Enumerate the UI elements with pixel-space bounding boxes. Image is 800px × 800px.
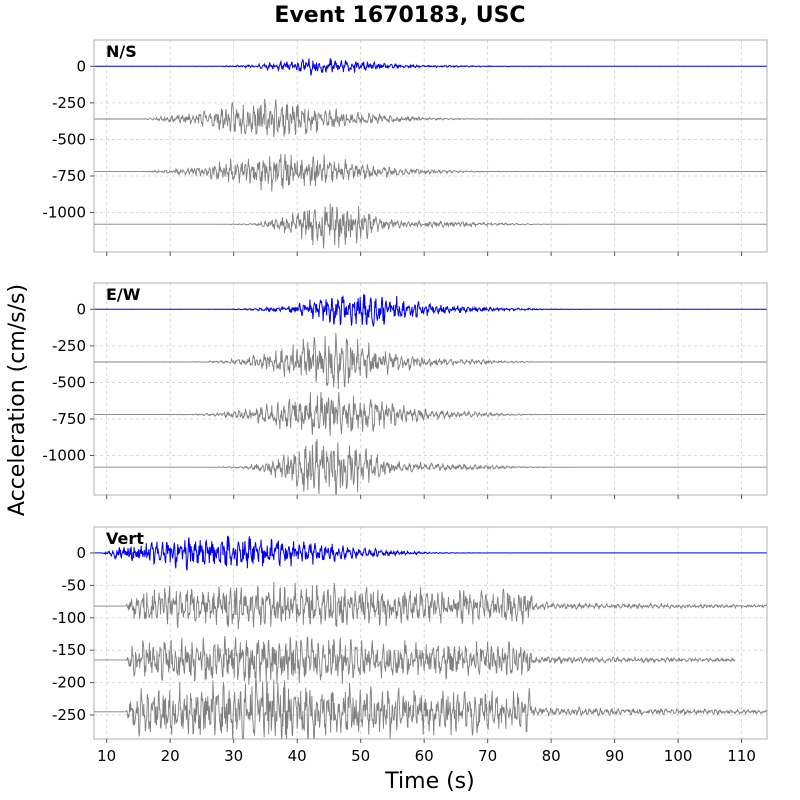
synthetic-trace-2 <box>94 635 736 686</box>
y-axis-label: Acceleration (cm/s/s) <box>5 284 30 516</box>
panel-vert: 0 -50 -100 -150 -200 -250 10 20 30 40 50 60 70 80 90 10… <box>52 526 768 765</box>
y-tick-label: 0 <box>76 57 86 75</box>
x-tick-label: 50 <box>351 747 370 765</box>
x-tick-label: 40 <box>288 747 307 765</box>
x-tick-label: 10 <box>97 747 116 765</box>
y-tick-label: -250 <box>52 337 86 355</box>
plot-frame <box>93 39 768 253</box>
y-tick-label: -50 <box>62 576 87 594</box>
y-tick-label: -250 <box>52 706 86 724</box>
y-tick-label: -750 <box>52 167 86 185</box>
y-tick-label: 0 <box>76 300 86 318</box>
x-tick-label: 20 <box>161 747 180 765</box>
synthetic-trace-2 <box>94 391 767 436</box>
x-tick-label: 100 <box>664 747 693 765</box>
plot-frame <box>93 526 768 740</box>
y-tick-label: -500 <box>52 373 86 391</box>
x-tick-label: 90 <box>605 747 624 765</box>
y-tick-label: -500 <box>52 130 86 148</box>
y-tick-label: -250 <box>52 94 86 112</box>
observed-trace-0 <box>94 294 767 327</box>
x-tick-label: 30 <box>224 747 243 765</box>
y-tick-label: -1000 <box>42 447 86 465</box>
plot-frame <box>93 282 768 496</box>
panel-label: Vert <box>106 529 144 548</box>
y-tick-label: -150 <box>52 641 86 659</box>
panel-ew: 0 -250 -500 -750 -1000 E/W <box>42 282 768 499</box>
synthetic-trace-3 <box>94 203 767 249</box>
y-tick-label: -100 <box>52 609 86 627</box>
y-tick-label: -1000 <box>42 204 86 222</box>
synthetic-trace-1 <box>94 98 767 138</box>
synthetic-trace-1 <box>94 332 767 390</box>
panel-ns: 0 -250 -500 -750 -1000 N/S <box>42 39 768 256</box>
x-tick-label: 110 <box>727 747 756 765</box>
panel-label: E/W <box>106 285 141 304</box>
observed-trace-0 <box>94 535 767 571</box>
synthetic-trace-3 <box>94 438 767 495</box>
chart-title: Event 1670183, USC <box>274 3 525 28</box>
synthetic-trace-3 <box>94 678 767 739</box>
synthetic-trace-1 <box>94 582 767 630</box>
synthetic-trace-2 <box>94 153 767 192</box>
x-axis-label: Time (s) <box>384 769 474 794</box>
observed-trace-0 <box>94 58 767 76</box>
x-tick-label: 60 <box>415 747 434 765</box>
x-tick-label: 70 <box>478 747 497 765</box>
y-tick-label: -200 <box>52 674 86 692</box>
panel-label: N/S <box>106 42 137 61</box>
y-tick-label: 0 <box>76 544 86 562</box>
x-tick-label: 80 <box>542 747 561 765</box>
y-tick-label: -750 <box>52 410 86 428</box>
